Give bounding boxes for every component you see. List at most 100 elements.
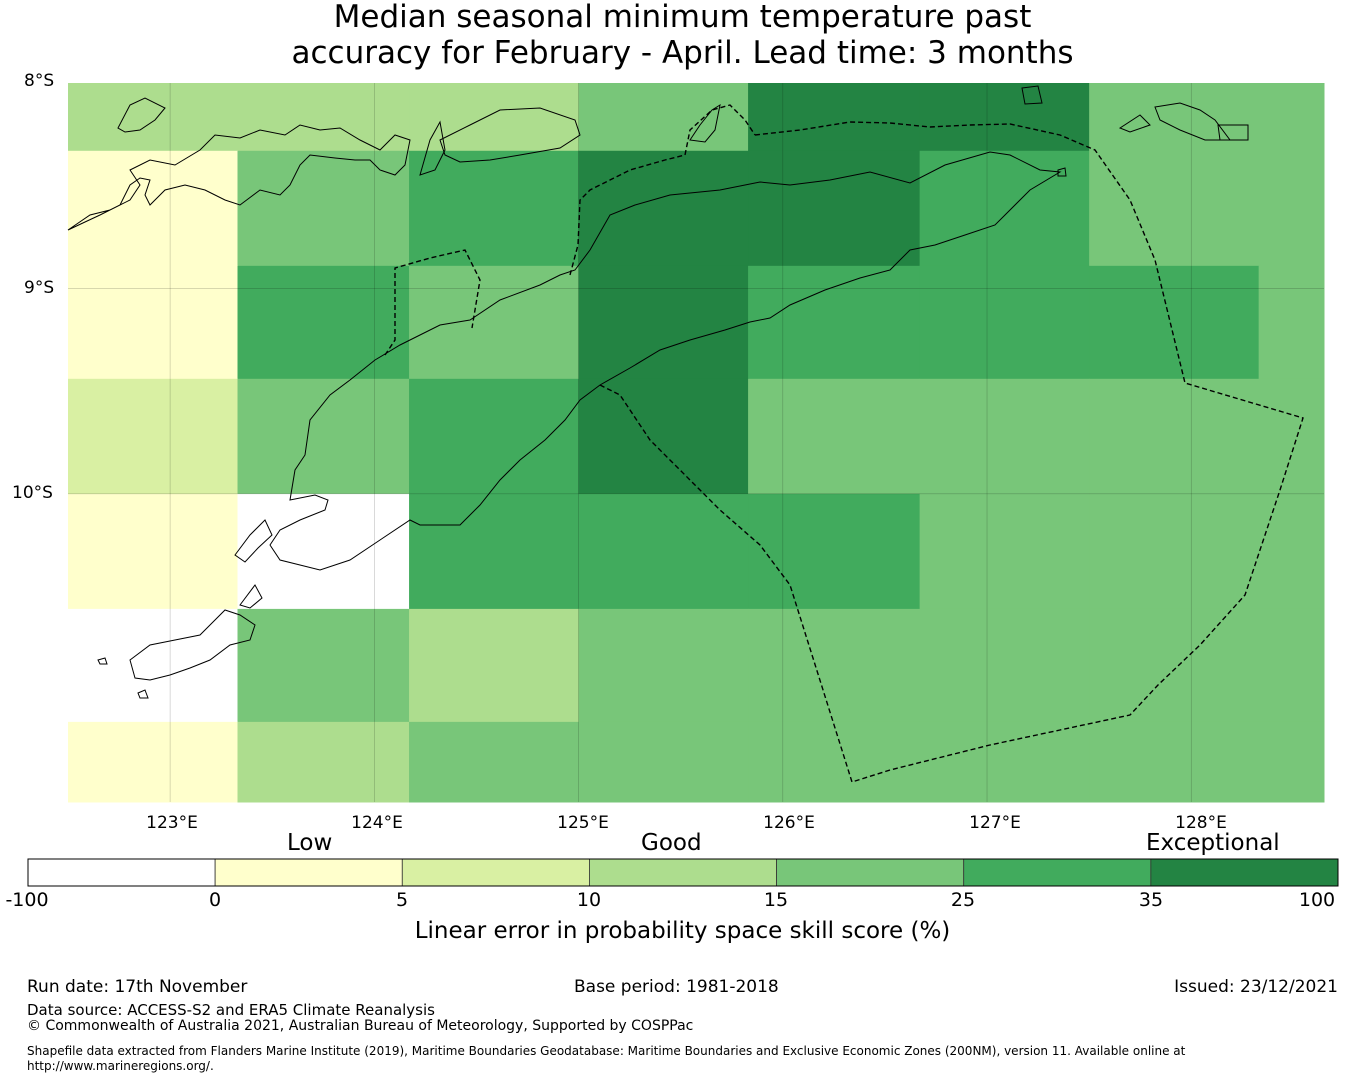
grid-cell — [237, 150, 410, 267]
cbar-tick-100: 100 — [1298, 889, 1336, 911]
grid-cell — [748, 83, 921, 152]
colorbar-segment — [214, 858, 403, 887]
shapefile-credit: Shapefile data extracted from Flanders M… — [27, 1044, 1186, 1058]
coastline-sumba-east — [129, 609, 256, 681]
grid-cell — [748, 493, 921, 610]
cbar-tick-0: 0 — [208, 889, 222, 911]
grid-cell — [68, 83, 239, 152]
category-low: Low — [287, 830, 333, 856]
cbar-tick-15: 15 — [763, 889, 789, 911]
coastline-flores-east — [67, 124, 411, 231]
grid-cell — [409, 265, 580, 380]
lon-label-123e: 123°E — [146, 813, 198, 833]
grid-cell — [1089, 378, 1260, 495]
coastline-islet-west — [97, 657, 108, 665]
grid-cell — [919, 493, 1090, 610]
lat-label-8s: 8°S — [24, 71, 55, 91]
copyright: © Commonwealth of Australia 2021, Austra… — [27, 1018, 694, 1034]
grid-cell — [68, 493, 239, 610]
grid-cell — [578, 265, 749, 380]
coastline-alor — [439, 107, 581, 163]
lat-label-9s: 9°S — [24, 278, 55, 298]
grid-cell — [237, 608, 410, 723]
grid-cell — [1258, 83, 1325, 152]
chart-title-line1: Median seasonal minimum temperature past — [333, 0, 1032, 35]
lon-label-125e: 125°E — [557, 813, 609, 833]
coastline-timor — [269, 151, 1062, 571]
coastline-damar — [1021, 85, 1043, 105]
grid-cell — [578, 378, 749, 495]
category-exceptional: Exceptional — [1146, 830, 1280, 856]
lon-label-127e: 127°E — [969, 813, 1021, 833]
cbar-tick-5: 5 — [395, 889, 409, 911]
grid-cell — [919, 378, 1090, 495]
grid-cell — [1258, 493, 1325, 610]
grid-cell — [409, 608, 580, 723]
grid-cell — [68, 721, 239, 803]
grid-cell — [748, 265, 921, 380]
grid-cell — [748, 608, 921, 723]
grid-cell — [919, 608, 1090, 723]
category-good: Good — [641, 830, 702, 856]
lat-label-10s: 10°S — [12, 483, 53, 503]
base-period: Base period: 1981-2018 — [574, 977, 779, 997]
grid-cell — [919, 150, 1090, 267]
coastline-kisar — [1057, 167, 1067, 177]
chart-title-line2: accuracy for February - April. Lead time… — [291, 35, 1074, 71]
grid-cell — [578, 150, 749, 267]
grid-cell — [68, 265, 239, 380]
grid-cell — [68, 378, 239, 495]
grid-cell — [578, 493, 749, 610]
colorbar — [27, 858, 1339, 887]
coastline-semau — [239, 584, 263, 609]
grid-cell — [919, 83, 1090, 152]
grid-cell — [409, 378, 580, 495]
colorbar-segment — [1150, 858, 1339, 887]
coastlines — [67, 85, 1249, 699]
grid-cell — [409, 83, 580, 152]
colorbar-segment — [589, 858, 777, 887]
coastline-babar-small — [1118, 114, 1151, 133]
lon-label-126e: 126°E — [763, 813, 815, 833]
maritime-boundaries — [384, 104, 1304, 783]
data-source: Data source: ACCESS-S2 and ERA5 Climate … — [27, 1001, 435, 1019]
grid-cell — [68, 150, 239, 267]
grid-cell — [1089, 265, 1260, 380]
grid-cell — [1258, 608, 1325, 723]
grid-cell — [1089, 721, 1260, 803]
grid-cell — [748, 150, 921, 267]
shapefile-url: http://www.marineregions.org/. — [27, 1059, 214, 1073]
run-date: Run date: 17th November — [27, 977, 248, 997]
boundary-west-strait — [569, 104, 756, 276]
boundary-timor-leste-eez — [599, 121, 1304, 783]
grid-cell — [237, 378, 410, 495]
grid-cell — [748, 721, 921, 803]
coastline-rote — [234, 519, 273, 563]
skill-grid-cells — [68, 83, 1325, 803]
lon-label-124e: 124°E — [351, 813, 403, 833]
grid-cell — [1258, 265, 1325, 380]
grid-cell — [1089, 493, 1260, 610]
grid-cell — [578, 721, 749, 803]
colorbar-segment — [776, 858, 965, 887]
grid-cell — [409, 150, 580, 267]
cbar-tick-minus100: -100 — [5, 889, 49, 911]
grid-cell — [1258, 378, 1325, 495]
grid-cell — [1089, 150, 1260, 267]
lon-label-128e: 128°E — [1175, 813, 1227, 833]
coastline-lomblen — [419, 120, 446, 176]
grid-cell — [578, 608, 749, 723]
grid-cell — [237, 83, 410, 152]
cbar-tick-10: 10 — [576, 889, 602, 911]
grid-cell — [1089, 83, 1260, 152]
grid-cell — [237, 493, 410, 610]
cbar-tick-35: 35 — [1138, 889, 1164, 911]
lat-lon-gridlines — [68, 83, 1324, 802]
grid-cell — [919, 721, 1090, 803]
grid-cell — [409, 493, 580, 610]
coastline-islet-sw — [137, 689, 149, 699]
grid-cell — [919, 265, 1090, 380]
grid-cell — [1089, 608, 1260, 723]
colorbar-segment — [27, 858, 216, 887]
